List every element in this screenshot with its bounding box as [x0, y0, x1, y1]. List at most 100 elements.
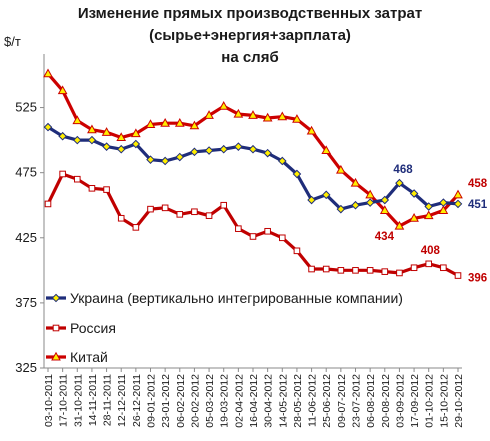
data-label: 434	[375, 231, 395, 243]
point-russia	[235, 225, 242, 232]
x-tick-label: 29-10-2012	[453, 374, 465, 428]
chart-title-line-1: Изменение прямых производственных затрат	[78, 5, 422, 22]
point-ukraine	[307, 195, 316, 205]
point-china	[438, 205, 449, 214]
point-ukraine	[116, 144, 126, 154]
series-layer	[43, 68, 463, 279]
legend-marker	[52, 324, 60, 332]
data-label: 468	[393, 164, 413, 176]
series-china	[43, 68, 463, 230]
point-russia	[337, 267, 345, 274]
y-tick-label: 475	[15, 165, 37, 180]
x-tick-label: 25-06-2012	[321, 374, 333, 428]
point-ukraine	[72, 135, 82, 145]
axes: 325 375 425 475 525 03-10-2011 17-10-2011 31-10…	[15, 54, 465, 428]
x-tick-label: 20-02-2012	[189, 374, 201, 428]
point-russia	[278, 234, 286, 242]
point-ukraine	[336, 204, 346, 214]
x-tick-label: 31-10-2011	[72, 374, 84, 427]
point-china	[379, 205, 390, 214]
x-tick-label: 23-01-2012	[160, 374, 172, 428]
point-ukraine	[160, 156, 170, 166]
point-ukraine	[263, 148, 272, 158]
point-china	[145, 119, 156, 129]
x-tick-label: 02-04-2012	[233, 374, 245, 428]
point-china	[57, 85, 68, 95]
point-russia	[88, 185, 96, 192]
legend-label: Украина (вертикально интегрированные ком…	[70, 290, 403, 306]
point-russia	[103, 186, 110, 193]
point-ukraine	[351, 200, 360, 210]
point-ukraine	[204, 146, 214, 155]
point-china	[233, 108, 244, 118]
chart-title-line-2: (сырье+энергия+зарплата)	[149, 27, 351, 44]
point-china	[277, 111, 288, 121]
point-china	[87, 124, 97, 134]
point-russia	[440, 264, 447, 272]
point-russia	[381, 268, 389, 275]
x-tick-label: 23-07-2012	[351, 374, 363, 428]
x-tick-label: 16-04-2012	[248, 374, 260, 428]
x-tick-label: 17-10-2011	[58, 374, 70, 427]
x-tick-label: 20-08-2012	[380, 374, 392, 428]
legend: Украина (вертикально интегрированные ком…	[46, 290, 403, 365]
point-ukraine	[439, 198, 448, 207]
point-ukraine	[219, 144, 229, 154]
legend-item-ukraine: Украина (вертикально интегрированные ком…	[46, 290, 403, 306]
point-china	[292, 114, 302, 123]
x-tick-label: 09-07-2012	[336, 374, 348, 428]
point-russia	[117, 214, 125, 222]
point-russia	[425, 260, 433, 268]
point-china	[101, 127, 112, 136]
legend-marker	[51, 293, 61, 303]
chart-title: Изменение прямых производственных затрат…	[78, 5, 422, 66]
point-ukraine	[146, 155, 155, 164]
y-tick-label: 325	[15, 360, 37, 375]
point-ukraine	[292, 169, 302, 179]
x-tick-label: 19-03-2012	[219, 374, 231, 428]
point-russia	[322, 265, 330, 273]
y-tick-label: 425	[15, 230, 37, 245]
x-tick-label: 03-10-2011	[43, 374, 55, 427]
data-label: 408	[421, 245, 441, 257]
point-russia	[176, 211, 184, 218]
point-russia	[59, 170, 66, 178]
point-russia	[249, 233, 257, 240]
point-russia	[161, 204, 169, 212]
point-china	[248, 110, 258, 119]
point-ukraine	[131, 139, 141, 149]
legend-item-china: Китай	[46, 349, 108, 365]
point-china	[43, 68, 53, 78]
point-china	[174, 117, 185, 127]
point-russia	[132, 224, 140, 231]
point-china	[306, 125, 317, 135]
point-china	[409, 213, 419, 222]
x-tick-label: 06-02-2012	[175, 374, 187, 428]
point-china	[189, 120, 200, 130]
x-tick-label: 14-05-2012	[277, 374, 289, 428]
point-ukraine	[453, 199, 463, 209]
point-ukraine	[248, 144, 258, 154]
series-russia	[44, 170, 462, 279]
point-china	[321, 145, 332, 155]
point-russia	[73, 175, 81, 183]
x-tick-label: 26-12-2011	[131, 374, 143, 427]
point-ukraine	[175, 152, 185, 162]
point-china	[116, 132, 127, 142]
point-ukraine	[395, 178, 404, 188]
point-russia	[264, 227, 271, 235]
point-ukraine	[365, 198, 375, 207]
data-label: 458	[468, 178, 488, 190]
point-russia	[191, 208, 198, 216]
point-ukraine	[409, 189, 419, 198]
x-tick-label: 11-06-2012	[307, 374, 319, 427]
point-china	[365, 189, 375, 199]
point-russia	[410, 264, 418, 272]
point-russia	[293, 247, 301, 255]
point-russia	[220, 201, 228, 209]
point-china	[453, 189, 463, 199]
point-russia	[454, 272, 462, 279]
point-ukraine	[102, 142, 111, 151]
point-china	[350, 177, 361, 187]
